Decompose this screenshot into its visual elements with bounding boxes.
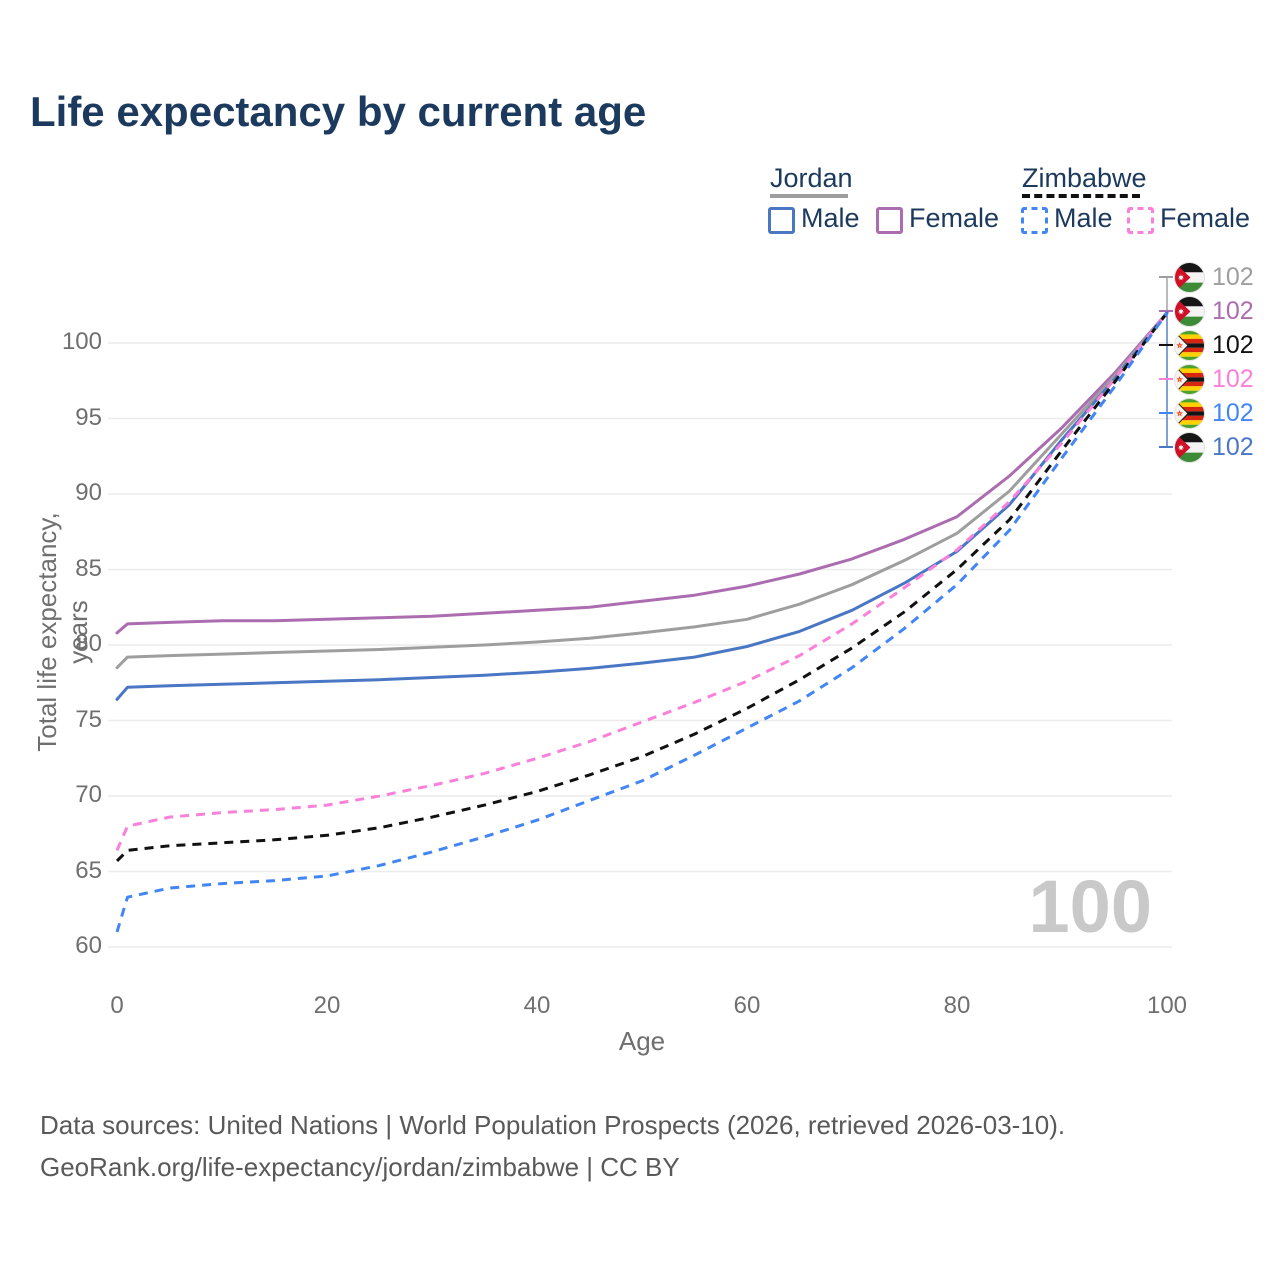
zimbabwe-flag-icon xyxy=(1174,363,1205,395)
page-title: Life expectancy by current age xyxy=(30,88,647,135)
legend-zimbabwe-line-sample xyxy=(1022,194,1140,198)
end-value: 102 xyxy=(1212,331,1254,359)
end-label-row[interactable]: 102 xyxy=(1174,397,1254,429)
y-tick-label: 80 xyxy=(75,630,102,657)
zimbabwe-flag-icon xyxy=(1174,329,1205,361)
series-line-jordan-female[interactable] xyxy=(115,311,1169,635)
x-tick-label: 0 xyxy=(110,992,124,1019)
y-tick-label: 85 xyxy=(75,554,102,582)
legend-label-zimbabwe-male[interactable]: Male xyxy=(1054,203,1113,233)
series-line-jordan-both[interactable] xyxy=(115,311,1169,670)
y-axis-title: Total life expectancy, years xyxy=(32,512,93,752)
legend-swatch-jordan-male[interactable] xyxy=(768,207,795,234)
end-value: 102 xyxy=(1212,263,1254,291)
x-tick-label: 40 xyxy=(523,992,551,1019)
end-label-row[interactable]: 102 xyxy=(1174,431,1254,463)
legend-label-zimbabwe-female[interactable]: Female xyxy=(1160,203,1251,233)
end-label-row[interactable]: 102 xyxy=(1174,329,1254,361)
end-value: 102 xyxy=(1212,399,1254,427)
legend-label-jordan-male[interactable]: Male xyxy=(801,203,860,233)
y-tick-label: 60 xyxy=(75,932,102,959)
end-label-row[interactable]: 102 xyxy=(1174,363,1254,395)
legend-swatch-zimbabwe-female[interactable] xyxy=(1127,207,1154,234)
y-tick-label: 65 xyxy=(75,856,102,884)
zimbabwe-flag-icon xyxy=(1174,397,1205,429)
data-sources-line: Data sources: United Nations | World Pop… xyxy=(40,1110,1066,1140)
jordan-flag-icon xyxy=(1174,295,1205,327)
y-tick-label: 70 xyxy=(75,781,102,808)
age-counter-watermark: 100 xyxy=(1028,865,1152,948)
legend-jordan-line-sample xyxy=(770,194,848,198)
jordan-flag-icon xyxy=(1174,261,1205,293)
end-label-row[interactable]: 102 xyxy=(1174,261,1254,293)
series-line-jordan-male[interactable] xyxy=(115,311,1169,701)
x-axis-title: Age xyxy=(618,1026,666,1056)
y-tick-label: 100 xyxy=(61,328,102,355)
x-tick-label: 20 xyxy=(313,992,341,1019)
legend-label-jordan-female[interactable]: Female xyxy=(909,203,1000,233)
source-url-line[interactable]: GeoRank.org/life-expectancy/jordan/zimba… xyxy=(40,1152,680,1183)
legend-group-jordan: Jordan xyxy=(770,163,853,193)
series-line-zimbabwe-male[interactable] xyxy=(115,311,1169,933)
x-tick-label: 80 xyxy=(943,992,971,1019)
end-label-row[interactable]: 102 xyxy=(1174,295,1254,327)
end-value: 102 xyxy=(1212,433,1254,461)
legend-swatch-jordan-female[interactable] xyxy=(876,207,903,234)
y-tick-label: 90 xyxy=(75,479,102,506)
y-tick-label: 95 xyxy=(75,403,102,431)
y-tick-label: 75 xyxy=(75,705,102,733)
x-tick-label: 60 xyxy=(733,992,761,1019)
legend-group-zimbabwe: Zimbabwe xyxy=(1022,163,1147,193)
end-value: 102 xyxy=(1212,297,1254,325)
series-line-zimbabwe-female[interactable] xyxy=(115,311,1169,851)
series-line-zimbabwe-both[interactable] xyxy=(115,311,1169,862)
jordan-flag-icon xyxy=(1174,431,1205,463)
attribution: Data sources: United Nations | World Pop… xyxy=(40,1104,1065,1188)
legend-swatch-zimbabwe-male[interactable] xyxy=(1021,207,1048,234)
x-tick-label: 100 xyxy=(1146,992,1188,1019)
end-value: 102 xyxy=(1212,365,1254,393)
